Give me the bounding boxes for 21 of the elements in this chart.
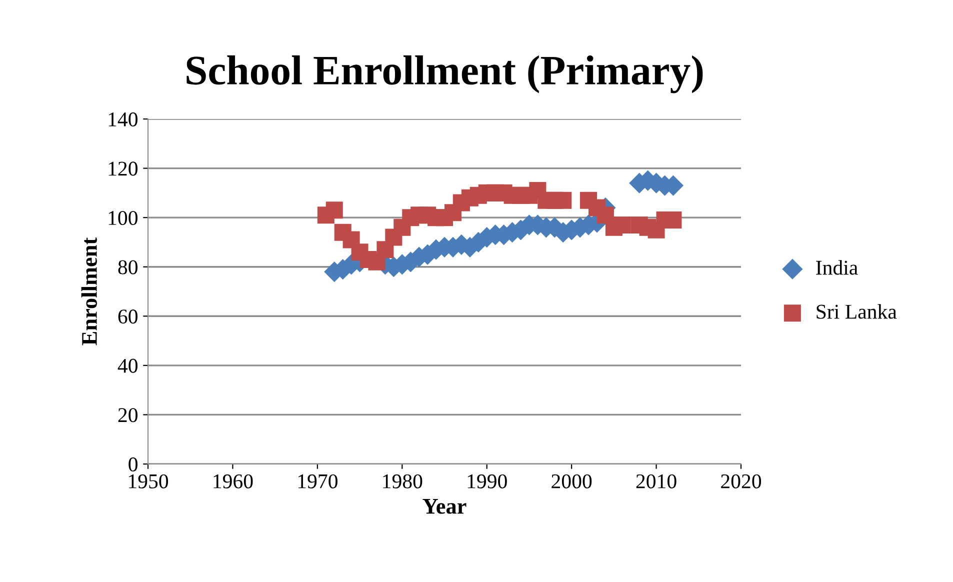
y-tick-label: 120	[108, 162, 138, 176]
x-tick-label: 2000	[552, 474, 592, 488]
y-tick-label: 60	[118, 310, 138, 324]
x-tick-label: 1970	[298, 474, 338, 488]
x-tick-label: 1990	[468, 474, 507, 488]
x-tick-label: 1980	[383, 474, 422, 488]
y-tick-label: 140	[108, 112, 138, 126]
y-tick-label: 100	[108, 210, 138, 226]
x-tick-label: 2010	[636, 474, 676, 488]
x-axis-title: Year	[422, 499, 466, 514]
x-tick-label: 1960	[214, 474, 253, 488]
chart-title: School Enrollment (Primary)	[186, 55, 703, 94]
y-tick-label: 80	[118, 260, 138, 274]
legend-label: India	[816, 260, 858, 275]
y-tick-label: 40	[118, 358, 138, 373]
x-tick-label: 1950	[129, 474, 168, 488]
y-tick-label: 20	[118, 408, 138, 422]
x-tick-label: 2020	[721, 474, 762, 488]
legend-label: Sri Lanka	[816, 304, 897, 319]
y-tick-label: 0	[128, 457, 138, 472]
y-axis-title: Enrollment	[81, 237, 97, 346]
